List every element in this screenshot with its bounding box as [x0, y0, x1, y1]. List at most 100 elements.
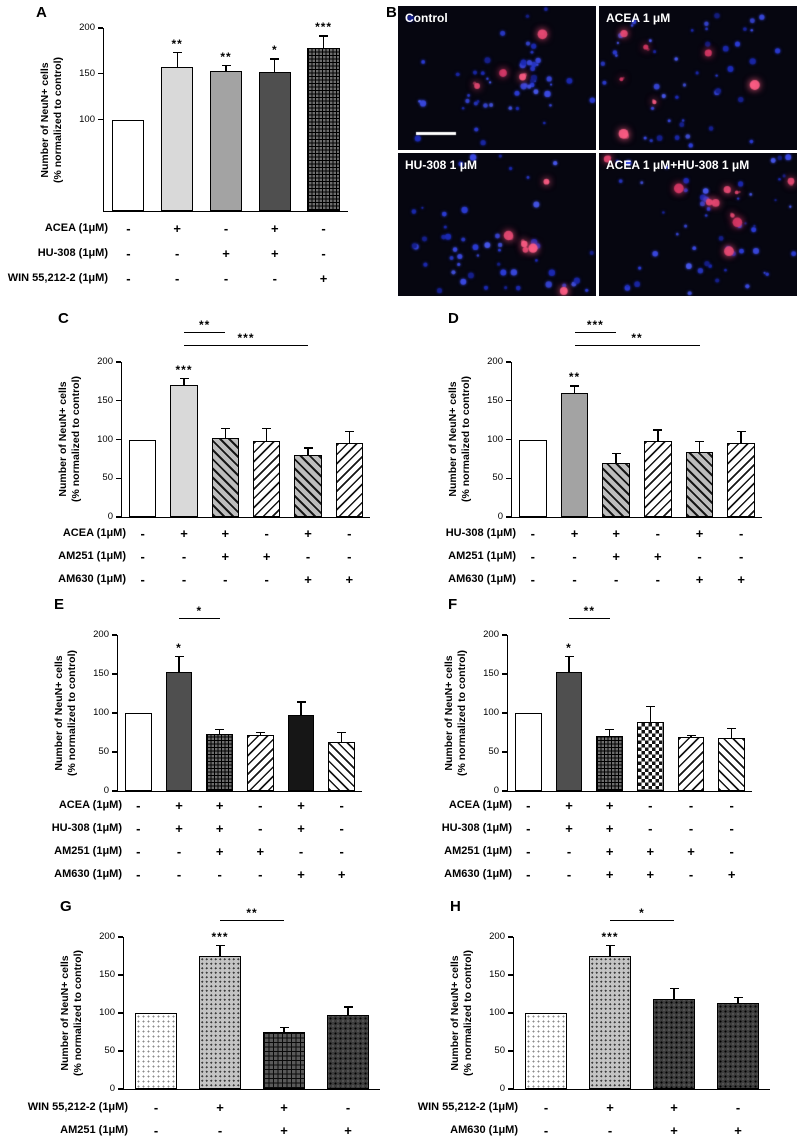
y-tick-label: 200 — [489, 931, 505, 942]
treatment-sign: + — [606, 1100, 614, 1115]
error-bar — [322, 35, 325, 49]
treatment-sign: - — [126, 271, 131, 286]
comparison-bracket — [184, 345, 308, 347]
treatment-sign: - — [126, 246, 131, 261]
treatment-label: ACEA (1μM) — [62, 527, 126, 539]
bar — [685, 451, 714, 517]
y-tick — [502, 634, 507, 636]
y-tick — [508, 974, 513, 976]
error-bar-cap — [255, 731, 265, 734]
significance-stars: * — [566, 641, 572, 656]
error-bar-cap — [172, 51, 182, 54]
error-bar — [218, 728, 221, 735]
bar — [328, 741, 356, 791]
bar — [652, 999, 696, 1089]
bar — [596, 736, 624, 791]
significance-stars: *** — [211, 929, 229, 944]
x-axis-line — [512, 1089, 770, 1091]
y-axis-line — [122, 937, 124, 1089]
treatment-sign: + — [216, 1100, 224, 1115]
treatment-sign: - — [140, 549, 145, 564]
y-axis-line — [506, 635, 508, 791]
treatment-sign: + — [670, 1100, 678, 1115]
y-tick — [508, 1050, 513, 1052]
error-bar — [340, 731, 343, 742]
y-tick-label: 200 — [93, 629, 109, 640]
bar — [519, 439, 547, 517]
treatment-sign: + — [570, 526, 579, 541]
y-tick — [118, 1050, 123, 1052]
y-axis-label: Number of NeuN+ cells (% normalized to c… — [53, 650, 79, 776]
bar — [211, 437, 239, 517]
treatment-label: AM251 (1μM) — [448, 550, 516, 562]
y-tick — [112, 712, 117, 714]
treatment-sign: - — [543, 1100, 549, 1115]
treatment-sign: + — [304, 526, 312, 541]
error-bar — [608, 728, 611, 737]
treatment-sign: + — [727, 867, 736, 882]
bar — [134, 1013, 178, 1089]
error-bar-cap — [270, 58, 280, 60]
y-axis-label-line1: Number of NeuN+ cells — [58, 955, 71, 1071]
comparison-stars: * — [639, 906, 645, 920]
treatment-sign: + — [670, 1123, 678, 1138]
micrograph-grid: Control ACEA 1 μM HU-308 1 μM ACEA 1 μM+… — [398, 6, 797, 296]
bar — [335, 442, 363, 517]
treatment-sign: - — [136, 821, 141, 836]
treatment-sign: + — [180, 526, 188, 541]
y-tick — [112, 790, 117, 792]
panel-letter-e: E — [54, 596, 65, 613]
error-bar — [176, 51, 178, 68]
error-bar — [730, 727, 733, 738]
bar — [718, 737, 746, 791]
treatment-sign: + — [297, 821, 305, 836]
y-tick-label: 50 — [104, 1045, 115, 1056]
y-axis-label: Number of NeuN+ cells (% normalized to c… — [57, 376, 83, 502]
treatment-sign: - — [526, 821, 531, 836]
treatment-sign: - — [648, 821, 653, 836]
treatment-sign: + — [215, 821, 224, 836]
y-tick-label: 100 — [483, 707, 499, 718]
treatment-matrix-a: ACEA (1μM) - + - + - HU-308 (1μM) - - + + - WIN 55,2… — [8, 216, 380, 291]
y-tick — [112, 751, 117, 753]
treatment-sign: + — [297, 798, 305, 813]
y-tick-label: 150 — [489, 969, 505, 980]
y-axis-label-line2: (% normalized to control) — [460, 376, 472, 502]
y-tick-label: 150 — [97, 394, 113, 406]
treatment-matrix-c: ACEA (1μM) - + + - + - AM251 (1μM) - - + + - - AM630 (… — [18, 522, 398, 591]
micrograph-label-control: Control — [405, 11, 448, 25]
treatment-sign: - — [729, 844, 734, 859]
y-tick — [112, 634, 117, 636]
treatment-sign: - — [526, 844, 531, 859]
bar — [524, 1013, 568, 1089]
treatment-sign: + — [271, 221, 279, 236]
error-bar — [348, 430, 351, 443]
y-tick-label: 100 — [489, 1007, 505, 1018]
y-tick — [116, 400, 121, 402]
y-tick-label: 0 — [107, 511, 113, 522]
y-tick-label: 100 — [487, 433, 503, 445]
error-bar-cap — [221, 64, 231, 66]
error-bar — [225, 64, 227, 71]
bar — [287, 714, 315, 791]
treatment-sign: - — [136, 798, 141, 813]
y-tick-label: 50 — [494, 1045, 505, 1056]
treatment-sign: - — [339, 798, 344, 813]
error-bar — [265, 427, 268, 442]
panel-letter-c: C — [58, 310, 69, 327]
bar — [129, 439, 157, 517]
y-axis-label-line2: (% normalized to control) — [66, 650, 78, 776]
comparison-stars: ** — [631, 331, 643, 345]
treatment-label: WIN 55,212-2 (1μM) — [27, 1101, 128, 1113]
y-tick — [98, 118, 103, 121]
treatment-sign: + — [345, 572, 354, 587]
treatment-sign: - — [339, 844, 344, 859]
panel-g: G Number of NeuN+ cells (% normalized to… — [18, 894, 403, 1142]
treatment-sign: - — [347, 549, 352, 564]
y-tick-label: 0 — [103, 785, 109, 796]
treatment-sign: - — [153, 1123, 159, 1138]
treatment-sign: + — [565, 798, 573, 813]
y-tick-label: 0 — [109, 1083, 115, 1094]
treatment-sign: - — [176, 844, 182, 859]
panel-letter-b: B — [386, 4, 397, 21]
